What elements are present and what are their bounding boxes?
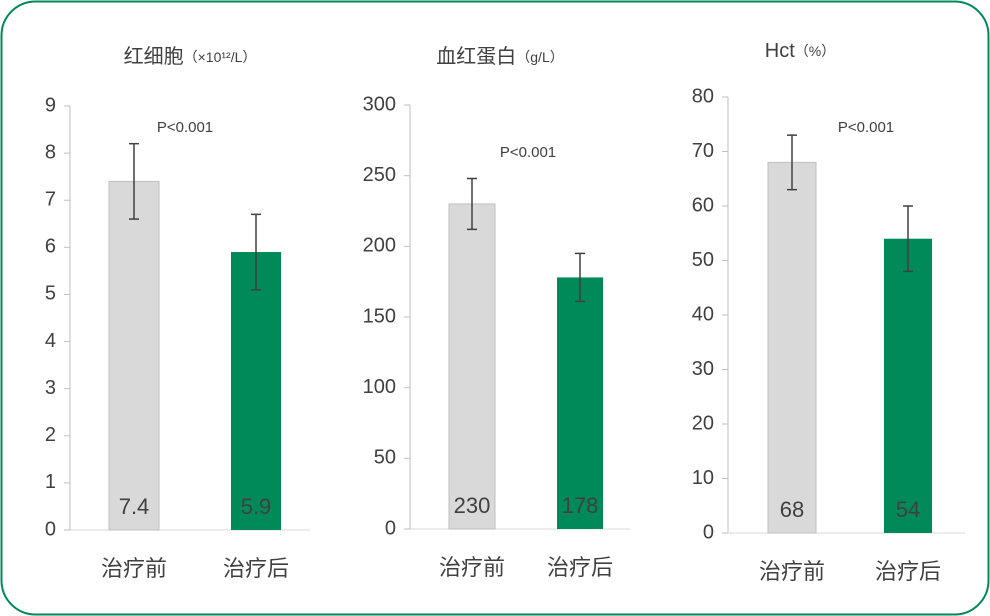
y-tick-label: 50 (692, 249, 714, 271)
x-tick-label: 治疗前 (101, 556, 167, 581)
x-tick-label: 治疗前 (439, 555, 505, 580)
error-bar (129, 142, 139, 220)
y-tick-label: 70 (692, 140, 714, 162)
bar (108, 180, 160, 531)
title-text: 红细胞 (124, 45, 184, 68)
x-tick-label: 治疗后 (223, 556, 289, 581)
x-tick-label: 治疗后 (875, 559, 941, 584)
chart-title: 血红蛋白（g/L） (436, 45, 563, 68)
y-tick-label: 0 (385, 517, 396, 539)
error-bar (903, 205, 913, 273)
title-unit: （%） (795, 43, 835, 59)
y-tick-label: 0 (45, 518, 56, 540)
bar (557, 277, 603, 529)
y-tick-label: 150 (363, 305, 396, 327)
bar (767, 161, 817, 534)
x-tick-label: 治疗后 (547, 555, 613, 580)
x-tick-label: 治疗前 (759, 559, 825, 584)
error-bar (467, 177, 477, 231)
bar (448, 203, 496, 530)
value-label: 68 (780, 497, 804, 522)
y-tick-label: 5 (45, 283, 56, 305)
y-tick-label: 6 (45, 236, 56, 258)
y-tick-label: 80 (692, 85, 714, 107)
y-tick-label: 20 (692, 412, 714, 434)
title-text: 血红蛋白 (436, 45, 516, 68)
value-label: 54 (896, 497, 920, 522)
bar (231, 252, 281, 531)
y-tick-label: 1 (45, 471, 56, 493)
annotation: P<0.001 (838, 119, 894, 136)
y-tick-label: 250 (363, 164, 396, 186)
y-tick-label: 50 (374, 447, 396, 469)
y-tick-label: 7 (45, 189, 56, 211)
error-bar (575, 252, 585, 303)
bar (884, 238, 932, 533)
value-label: 230 (454, 493, 491, 518)
y-tick-label: 10 (692, 467, 714, 489)
title-unit: （×10¹²/L） (184, 49, 257, 65)
y-tick-label: 0 (703, 521, 714, 543)
y-tick-label: 60 (692, 194, 714, 216)
chart-title: Hct（%） (765, 40, 835, 62)
y-tick-label: 9 (45, 94, 56, 116)
annotation: P<0.001 (500, 144, 556, 161)
title-unit: （g/L） (516, 49, 563, 65)
value-label: 178 (562, 493, 599, 518)
chart-title: 红细胞（×10¹²/L） (124, 45, 257, 68)
y-tick-label: 3 (45, 377, 56, 399)
value-label: 5.9 (241, 494, 272, 519)
error-bar (251, 213, 261, 291)
y-tick-label: 2 (45, 424, 56, 446)
error-bar (787, 134, 797, 191)
value-label: 7.4 (119, 494, 150, 519)
annotation: P<0.001 (157, 119, 213, 136)
y-tick-label: 100 (363, 376, 396, 398)
y-tick-label: 300 (363, 93, 396, 115)
y-tick-label: 8 (45, 141, 56, 163)
y-tick-label: 200 (363, 235, 396, 257)
y-tick-label: 40 (692, 303, 714, 325)
y-tick-label: 30 (692, 358, 714, 380)
y-tick-label: 4 (45, 330, 56, 352)
title-text: Hct (765, 40, 795, 62)
